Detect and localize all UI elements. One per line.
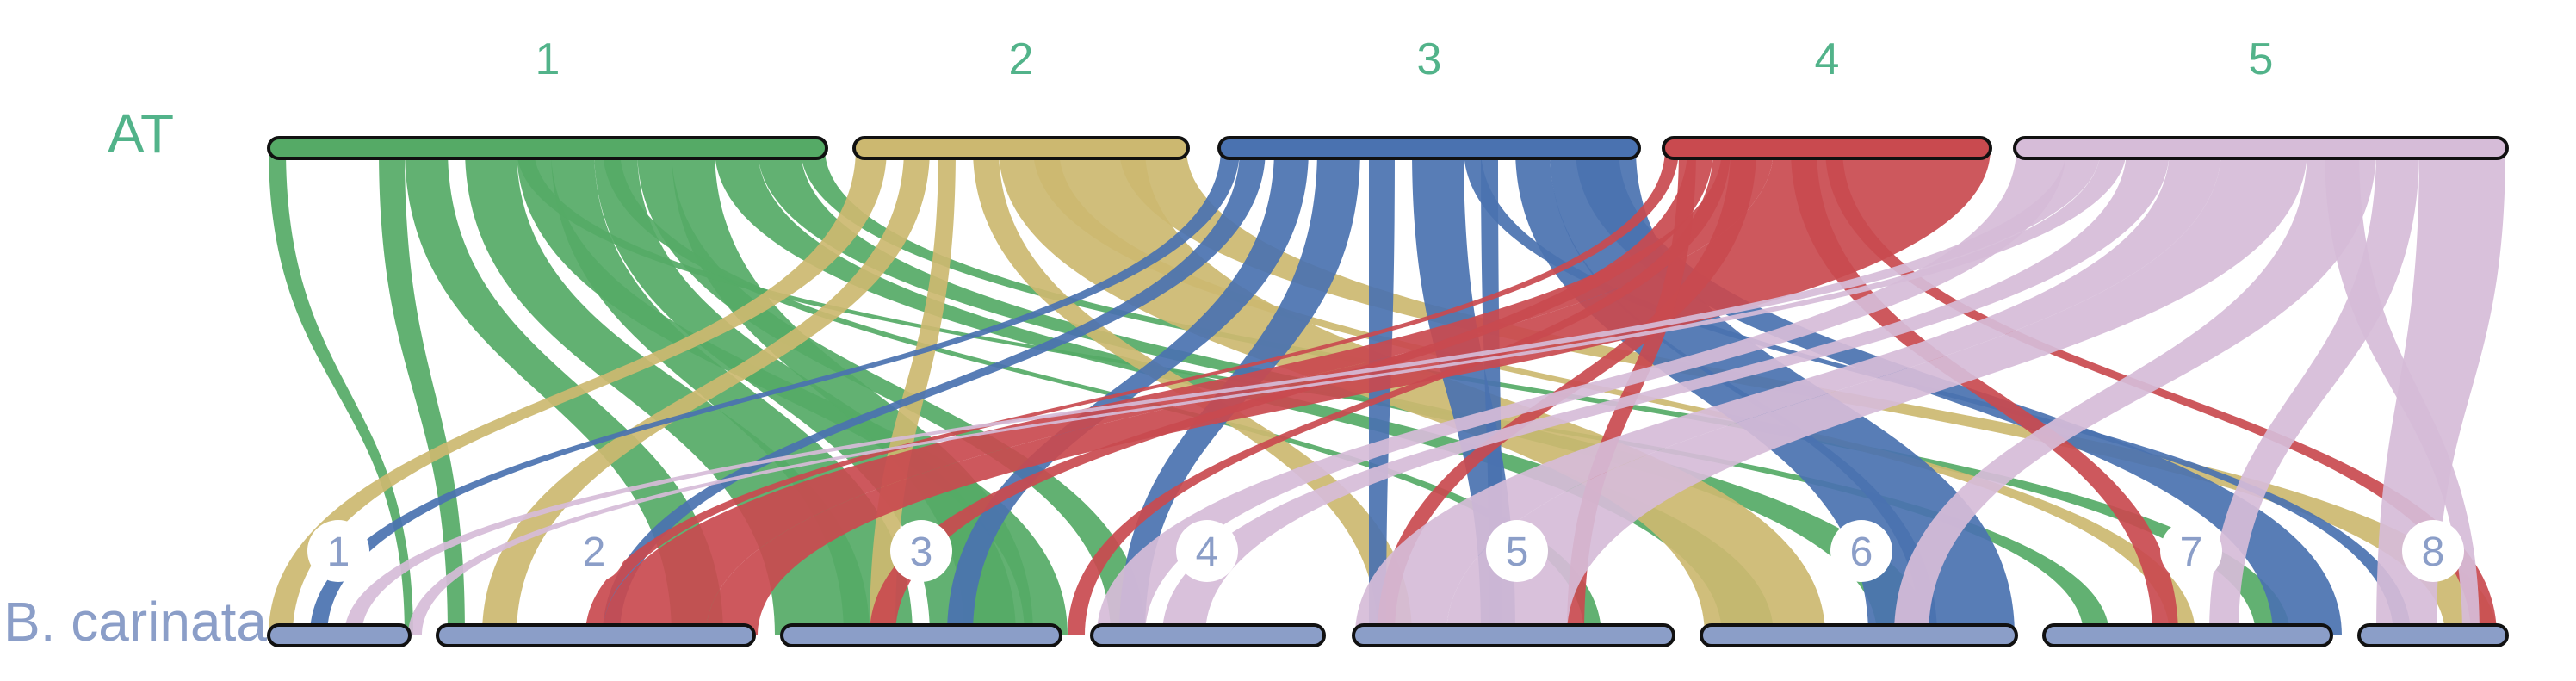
bottom-chromosome-bar — [1090, 623, 1326, 647]
bottom-chromosome-label: 6 — [1850, 529, 1873, 575]
synteny-link — [2376, 148, 2505, 635]
bottom-chromosome-label: 5 — [1506, 529, 1529, 575]
top-chromosome-label: 4 — [1815, 34, 1840, 84]
synteny-link — [1825, 148, 2497, 635]
bottom-chromosome-badge: 4 — [1176, 520, 1238, 582]
bottom-chromosome-badge: 1 — [307, 520, 369, 582]
bottom-chromosome-bar — [1700, 623, 2018, 647]
bottom-chromosome-label: 3 — [910, 529, 933, 575]
top-chromosome-bar — [267, 136, 828, 160]
synteny-link — [1894, 148, 2376, 635]
badge-circle — [1176, 520, 1238, 582]
bottom-chromosome-bars — [267, 623, 2509, 647]
bottom-chromosome-badge: 7 — [2160, 520, 2222, 582]
top-chromosome-label: 2 — [1009, 34, 1034, 84]
synteny-link — [1576, 148, 2342, 635]
bottom-chromosome-badge: 3 — [890, 520, 952, 582]
synteny-link — [1162, 148, 2170, 635]
synteny-link — [870, 148, 956, 635]
bottom-chromosome-label: 2 — [583, 529, 606, 575]
top-chromosome-label: 1 — [536, 34, 560, 84]
top-chromosome-bar — [1217, 136, 1641, 160]
bottom-chromosome-label: 1 — [327, 529, 350, 575]
synteny-link — [344, 148, 2101, 635]
badge-circle — [1830, 520, 1892, 582]
bottom-chromosome-badge: 8 — [2402, 520, 2464, 582]
top-chromosome-bar — [2013, 136, 2509, 160]
synteny-link — [269, 148, 413, 635]
top-genome-label: AT — [108, 102, 174, 164]
bottom-chromosome-bar — [2357, 623, 2509, 647]
bottom-chromosome-badge: 2 — [563, 520, 625, 582]
synteny-link — [1446, 148, 2307, 635]
bottom-chromosome-bar — [1352, 623, 1675, 647]
bottom-chromosome-bar — [780, 623, 1062, 647]
synteny-link — [585, 148, 1679, 635]
badge-circle — [307, 520, 369, 582]
synteny-link — [1068, 148, 1731, 635]
synteny-link — [1033, 148, 2195, 635]
synteny-link — [637, 148, 1145, 635]
synteny-link — [870, 148, 1713, 635]
synteny-link — [1515, 148, 1937, 635]
top-chromosome-bar — [852, 136, 1190, 160]
synteny-link — [594, 148, 1016, 635]
bottom-chromosome-badges: 1 2 3 4 5 6 7 8 — [307, 520, 2464, 582]
bottom-chromosome-label: 7 — [2180, 529, 2203, 575]
badge-circle — [1486, 520, 1548, 582]
synteny-link — [801, 148, 2290, 635]
synteny-link — [310, 148, 1240, 635]
synteny-link — [379, 148, 465, 635]
bottom-chromosome-badge: 6 — [1830, 520, 1892, 582]
bottom-chromosome-label: 8 — [2422, 529, 2445, 575]
synteny-link — [408, 148, 2127, 635]
badge-circle — [2402, 520, 2464, 582]
badge-circle — [890, 520, 952, 582]
synteny-link — [2325, 148, 2480, 635]
synteny-link — [1369, 148, 1395, 635]
synteny-link — [603, 148, 1601, 635]
synteny-link — [269, 148, 887, 635]
synteny-link — [603, 148, 1774, 635]
synteny-link — [999, 148, 1825, 635]
synteny-link — [1355, 148, 2221, 635]
badge-circle — [2160, 520, 2222, 582]
bottom-genome-label: B. carinata — [3, 591, 267, 653]
top-chromosome-label: 3 — [1417, 34, 1442, 84]
bottom-chromosome-label: 4 — [1196, 529, 1219, 575]
synteny-link — [1567, 148, 1696, 635]
badge-circle — [563, 520, 625, 582]
synteny-link — [482, 148, 930, 635]
synteny-links — [269, 148, 2505, 635]
synteny-link — [603, 148, 1266, 635]
synteny-link — [1791, 148, 2178, 635]
bottom-chromosome-badge: 5 — [1486, 520, 1548, 582]
bottom-chromosome-bar — [267, 623, 412, 647]
synteny-link — [672, 148, 1033, 635]
top-chromosome-labels: 1 2 3 4 5 — [536, 34, 2274, 84]
top-chromosome-bar — [1662, 136, 1992, 160]
top-chromosome-bars — [267, 136, 2509, 160]
bottom-chromosome-bar — [436, 623, 756, 647]
top-chromosome-label: 5 — [2249, 34, 2274, 84]
bottom-chromosome-bar — [2042, 623, 2333, 647]
synteny-link — [1097, 148, 2066, 635]
